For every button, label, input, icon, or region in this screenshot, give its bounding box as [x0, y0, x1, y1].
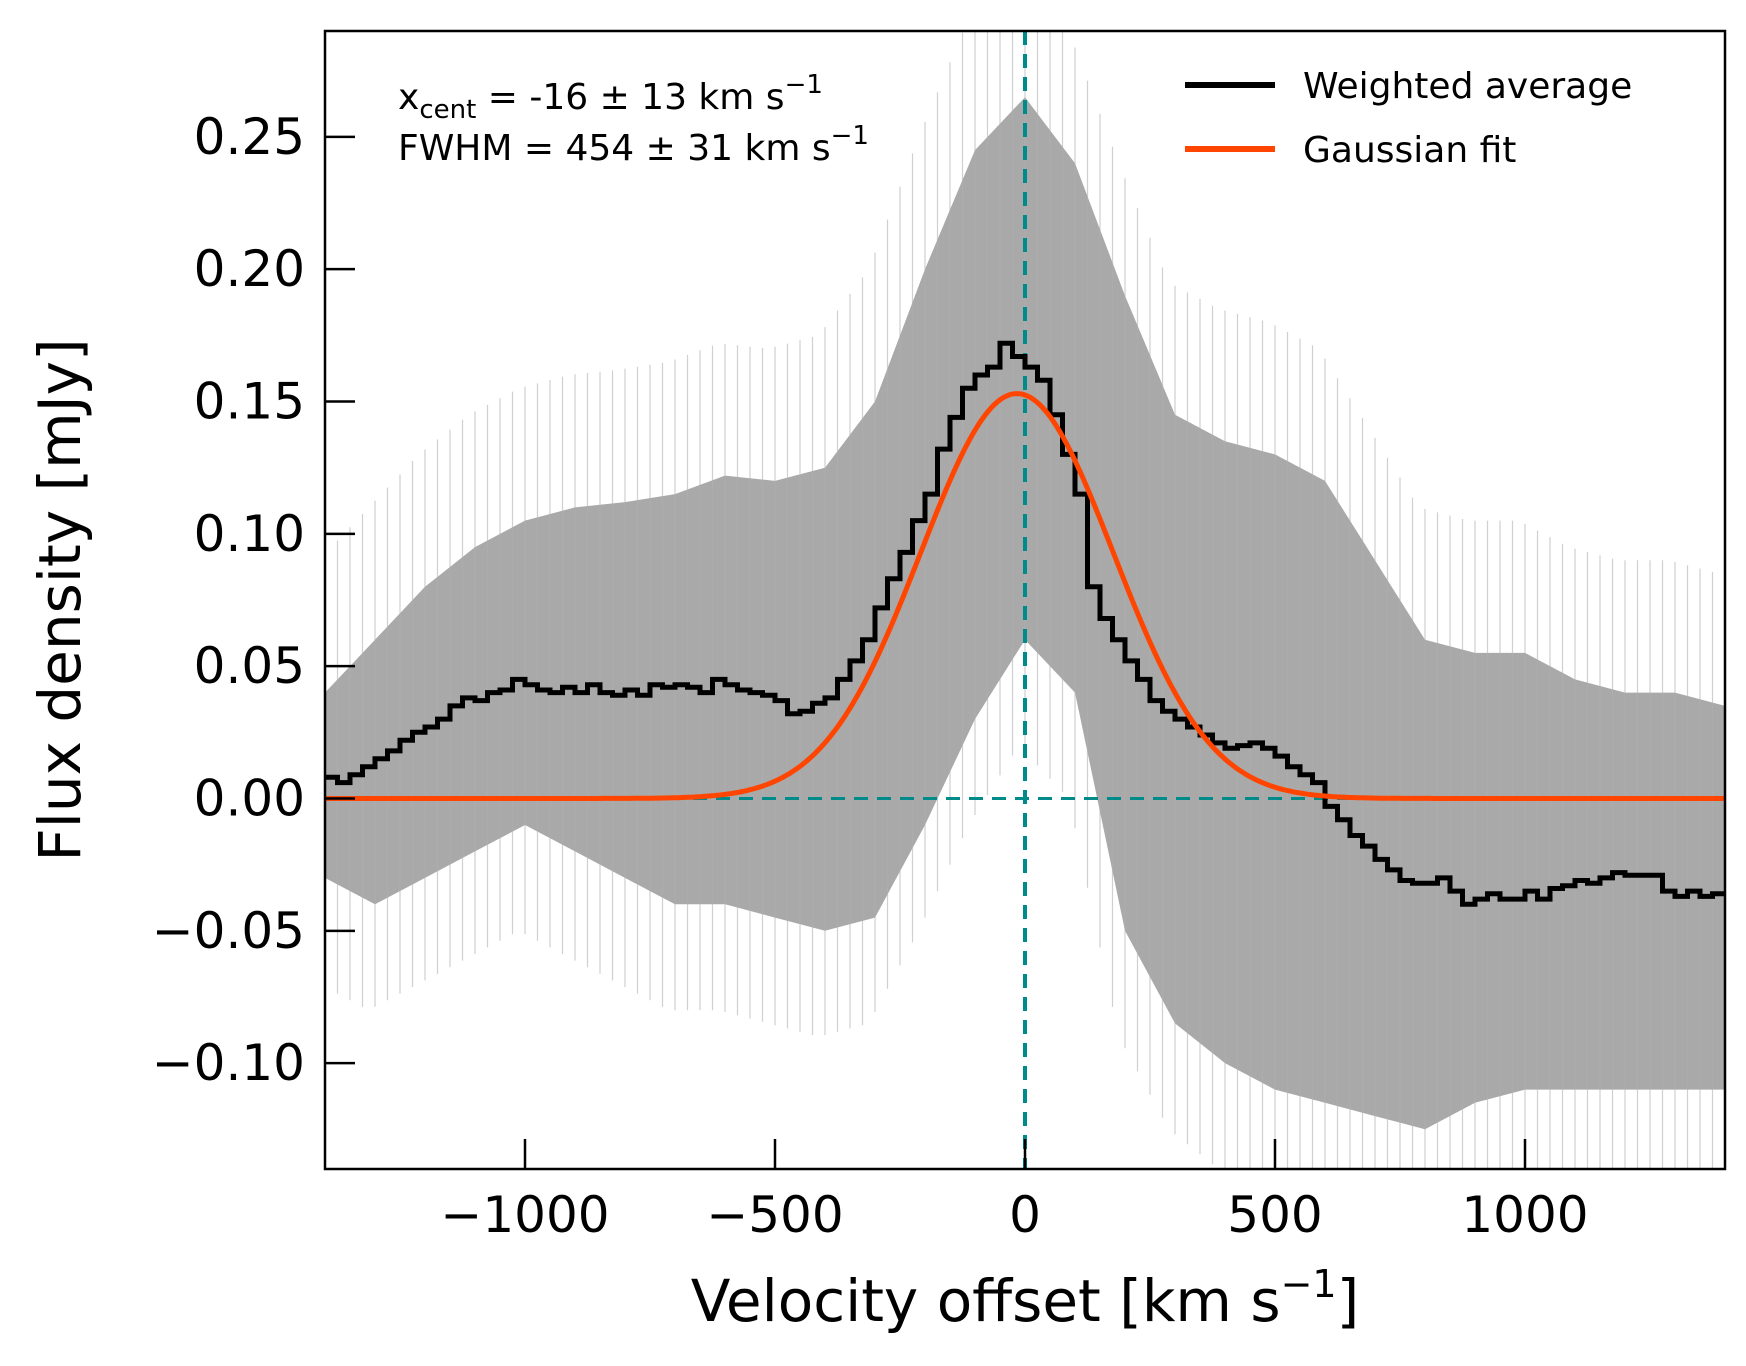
x-tick-label: 1000 [1461, 1186, 1588, 1244]
series-gaussian-fit [325, 391, 1725, 801]
x-axis-title: Velocity offset [km s−1] [691, 1262, 1360, 1335]
x-tick-label: −1000 [440, 1186, 609, 1244]
x-axis-title-end: ] [1337, 1267, 1360, 1335]
legend: Weighted average Gaussian fit [1185, 66, 1632, 171]
xcent-sub: cent [419, 95, 476, 125]
xcent-text: = -16 ± 13 km s [476, 77, 784, 118]
y-axis-ticks: −0.10 −0.05 0.00 0.05 0.10 0.15 0.20 0.25 [152, 108, 355, 1092]
legend-label-gaussian-fit: Gaussian fit [1303, 130, 1516, 171]
y-tick-label: −0.10 [152, 1034, 305, 1092]
y-tick-label: 0.05 [194, 637, 305, 695]
x-axis-title-sup: −1 [1281, 1262, 1337, 1306]
y-tick-label: 0.15 [194, 373, 305, 431]
series-weighted-average [325, 340, 1725, 907]
y-tick-label: 0.00 [194, 769, 305, 827]
xcent-sup: −1 [785, 70, 823, 100]
x-axis-ticks: −1000 −500 0 500 1000 [440, 1139, 1589, 1244]
y-tick-label: 0.25 [194, 108, 305, 166]
fwhm-sup: −1 [831, 121, 869, 151]
legend-label-weighted-average: Weighted average [1303, 66, 1632, 107]
y-axis-title: Flux density [mJy] [26, 338, 94, 861]
x-tick-label: 500 [1227, 1186, 1322, 1244]
x-tick-label: 0 [1009, 1186, 1041, 1244]
xcent-annotation: xcent = -16 ± 13 km s−1 [398, 70, 823, 125]
x-axis-title-main: Velocity offset [km s [691, 1267, 1281, 1335]
y-tick-label: 0.20 [194, 240, 305, 298]
x-tick-label: −500 [706, 1186, 843, 1244]
xcent-prefix: x [398, 77, 419, 118]
fwhm-text: FWHM = 454 ± 31 km s [398, 128, 831, 169]
series-layer [325, 340, 1725, 907]
fwhm-annotation: FWHM = 454 ± 31 km s−1 [398, 121, 869, 169]
fit-annotation: xcent = -16 ± 13 km s−1 FWHM = 454 ± 31 … [398, 70, 869, 169]
y-tick-label: 0.10 [194, 505, 305, 563]
y-tick-label: −0.05 [152, 902, 305, 960]
plot-area [325, 31, 1725, 1169]
